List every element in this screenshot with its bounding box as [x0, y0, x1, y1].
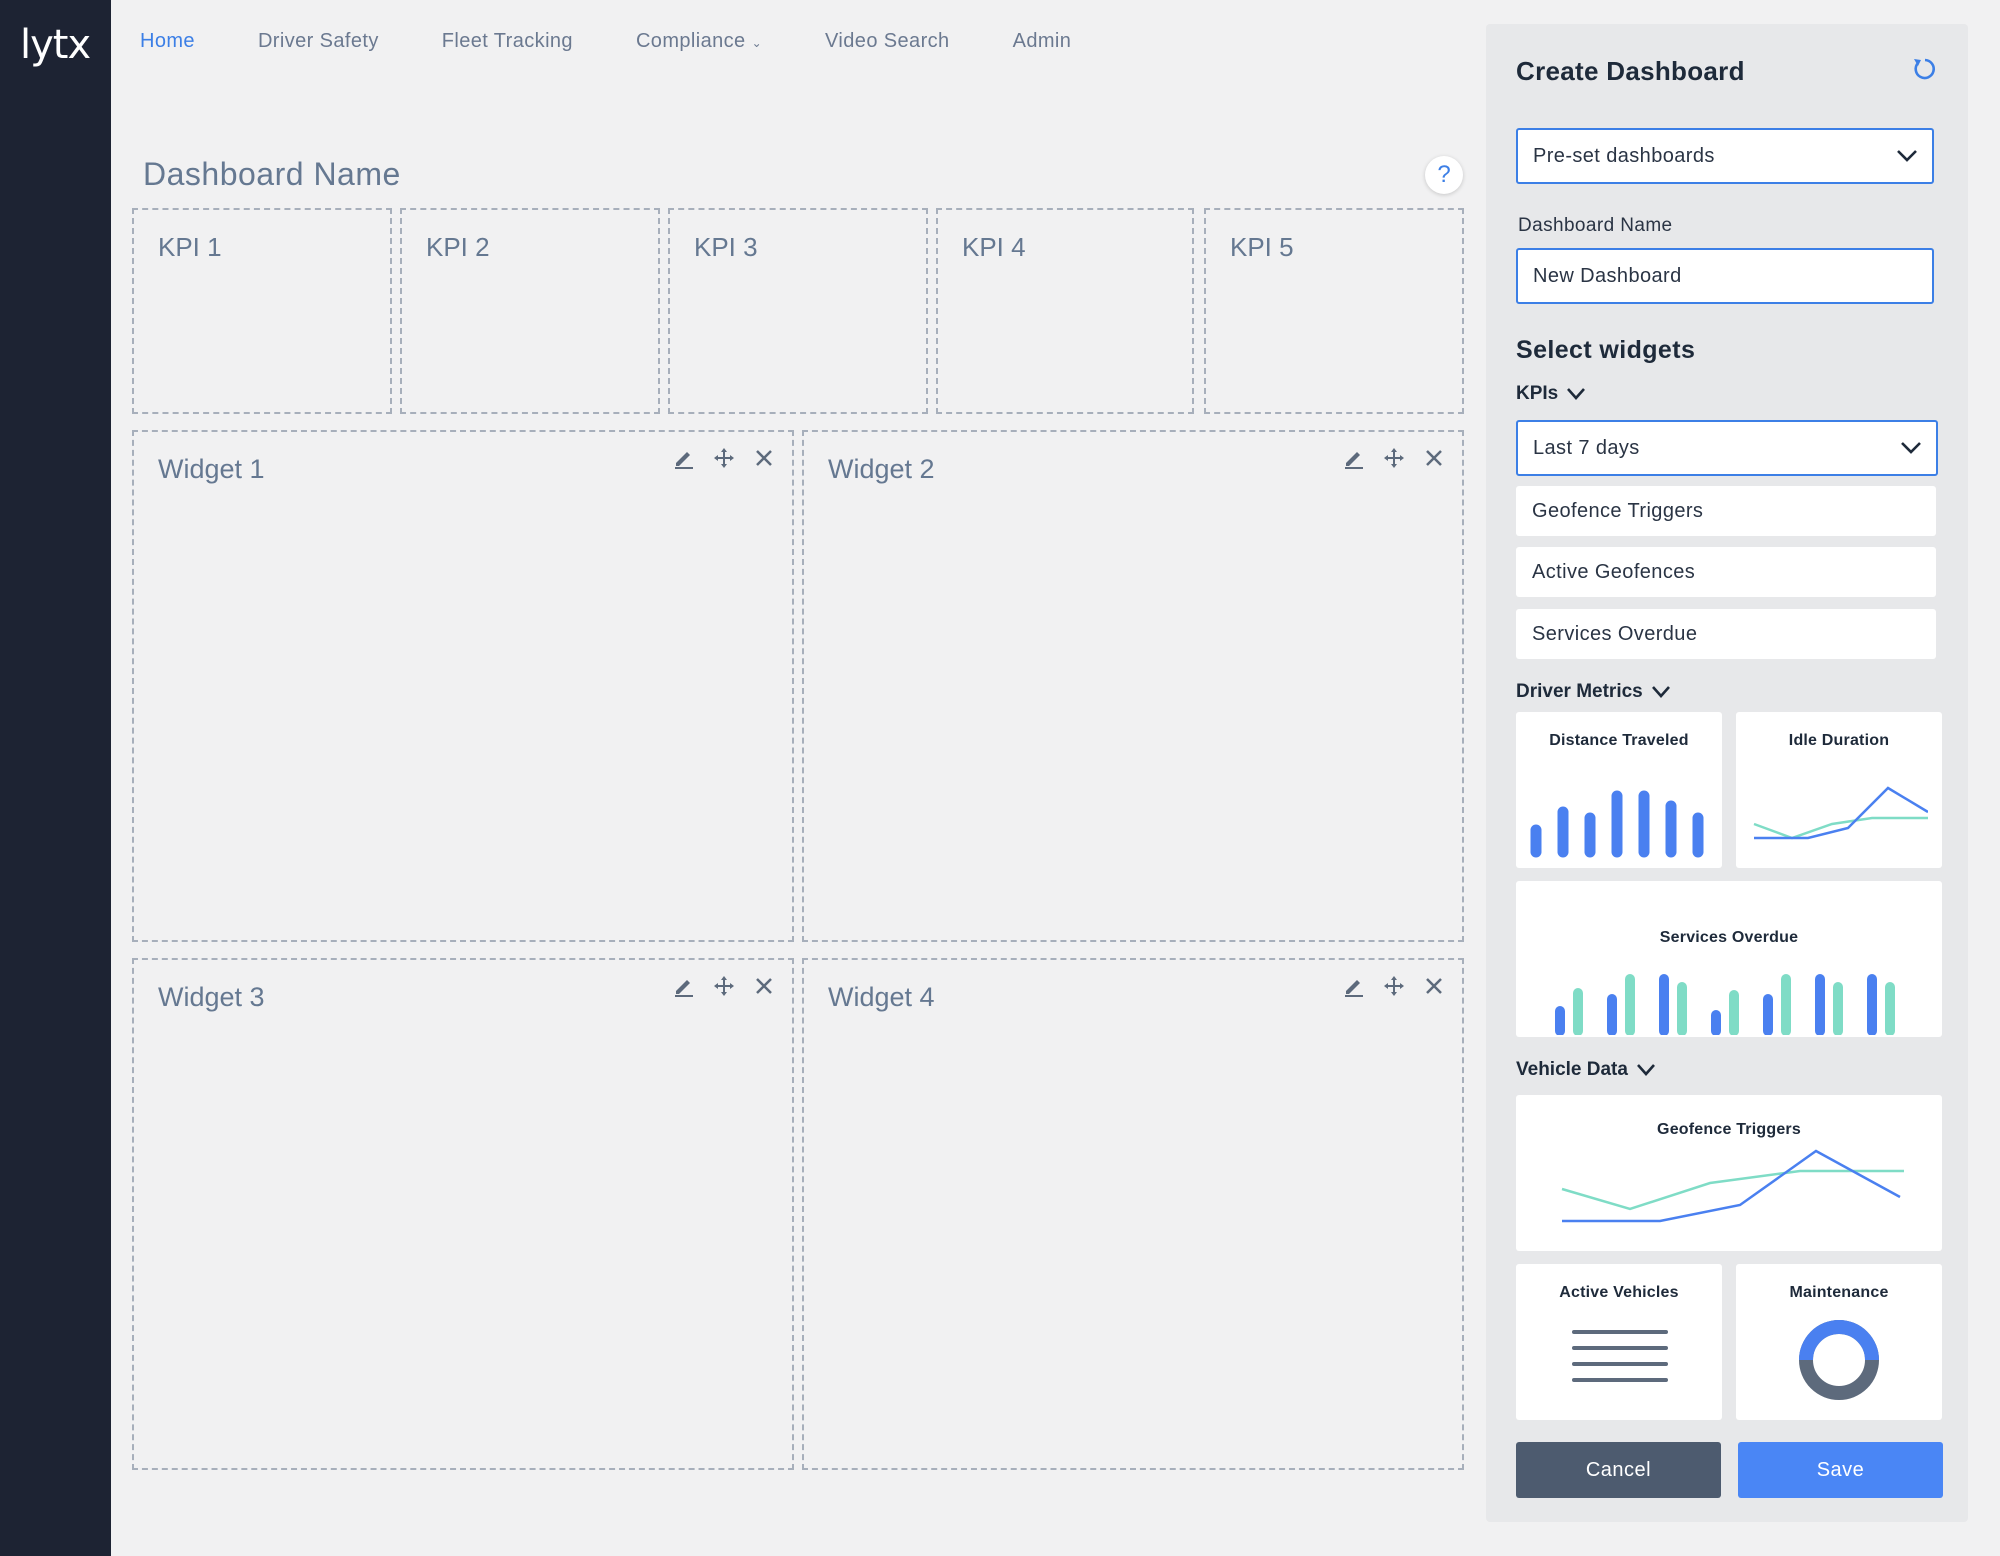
driver-metrics-heading: Driver Metrics — [1516, 681, 1643, 702]
widget-card-distance-traveled[interactable]: Distance Traveled — [1516, 712, 1722, 868]
preset-dashboards-select[interactable]: Pre-set dashboards — [1516, 128, 1934, 184]
widget-title: Widget 4 — [828, 982, 935, 1012]
move-icon[interactable] — [712, 446, 736, 470]
kpi-label: KPI 4 — [962, 232, 1026, 262]
nav-home[interactable]: Home — [140, 30, 195, 52]
chevron-down-icon — [1567, 388, 1586, 400]
top-nav: Home Driver Safety Fleet Tracking Compli… — [140, 30, 1134, 53]
create-dashboard-panel: Create Dashboard Pre-set dashboards Dash… — [1486, 24, 1968, 1522]
close-icon[interactable] — [1422, 974, 1446, 998]
kpis-toggle[interactable]: KPIs — [1516, 383, 1586, 405]
widget-title: Widget 3 — [158, 982, 265, 1012]
kpi-slot-1[interactable]: KPI 1 — [132, 208, 392, 414]
kpi-label: KPI 3 — [694, 232, 758, 262]
edit-icon[interactable] — [1342, 446, 1366, 470]
card-title: Idle Duration — [1788, 732, 1890, 749]
chevron-down-icon — [1636, 1064, 1655, 1076]
nav-driver-safety[interactable]: Driver Safety — [257, 30, 379, 52]
list-thumbnail — [1572, 1330, 1668, 1382]
edit-icon[interactable] — [672, 446, 696, 470]
line-chart-thumbnail — [1561, 1149, 1904, 1223]
lytx-logo[interactable]: lytx — [20, 22, 91, 68]
vehicle-data-heading: Vehicle Data — [1516, 1059, 1628, 1080]
edit-icon[interactable] — [1342, 974, 1366, 998]
close-icon[interactable] — [1422, 446, 1446, 470]
widget-slot-3[interactable]: Widget 3 — [132, 958, 794, 1470]
close-icon[interactable] — [752, 974, 776, 998]
date-range-value: Last 7 days — [1533, 437, 1640, 459]
chevron-down-icon — [1901, 442, 1921, 454]
kpi-label: KPI 1 — [158, 232, 222, 262]
dashboard-title: Dashboard Name — [143, 156, 401, 192]
donut-chart-thumbnail — [1799, 1320, 1879, 1400]
refresh-icon[interactable] — [1910, 54, 1940, 84]
widget-slot-1[interactable]: Widget 1 — [132, 430, 794, 942]
kpi-slot-4[interactable]: KPI 4 — [936, 208, 1194, 414]
widget-card-services-overdue[interactable]: Services Overdue — [1516, 881, 1942, 1037]
save-button[interactable]: Save — [1738, 1442, 1943, 1498]
driver-metrics-toggle[interactable]: Driver Metrics — [1516, 681, 1671, 703]
chevron-down-icon — [1651, 686, 1670, 698]
nav-fleet-tracking[interactable]: Fleet Tracking — [441, 30, 573, 52]
card-title: Maintenance — [1789, 1284, 1889, 1301]
chevron-down-icon: ⌄ — [751, 36, 763, 50]
nav-compliance-label: Compliance — [635, 30, 746, 52]
grouped-bar-chart-thumbnail — [1555, 974, 1895, 1035]
kpi-option-geofence-triggers[interactable]: Geofence Triggers — [1516, 486, 1936, 536]
chevron-down-icon — [1897, 150, 1917, 162]
cancel-button[interactable]: Cancel — [1516, 1442, 1721, 1498]
widget-slot-4[interactable]: Widget 4 — [802, 958, 1464, 1470]
sidebar: lytx — [0, 0, 111, 1556]
card-title: Services Overdue — [1659, 929, 1799, 946]
preset-select-value: Pre-set dashboards — [1533, 145, 1715, 167]
widget-card-geofence-triggers[interactable]: Geofence Triggers — [1516, 1095, 1942, 1251]
nav-compliance[interactable]: Compliance ⌄ — [636, 30, 762, 53]
edit-icon[interactable] — [672, 974, 696, 998]
card-title: Active Vehicles — [1559, 1284, 1679, 1301]
card-title: Geofence Triggers — [1657, 1121, 1801, 1138]
widget-card-active-vehicles[interactable]: Active Vehicles — [1516, 1264, 1722, 1420]
kpi-slot-5[interactable]: KPI 5 — [1204, 208, 1464, 414]
move-icon[interactable] — [1382, 974, 1406, 998]
kpi-label: KPI 5 — [1230, 232, 1294, 262]
nav-video-search[interactable]: Video Search — [825, 30, 950, 52]
widget-slot-2[interactable]: Widget 2 — [802, 430, 1464, 942]
close-icon[interactable] — [752, 446, 776, 470]
bar-chart-thumbnail — [1530, 790, 1704, 858]
kpi-option-active-geofences[interactable]: Active Geofences — [1516, 547, 1936, 597]
line-chart-thumbnail — [1753, 786, 1928, 840]
date-range-select[interactable]: Last 7 days — [1516, 420, 1938, 476]
nav-admin[interactable]: Admin — [1012, 30, 1072, 52]
dashboard-name-input[interactable]: New Dashboard — [1516, 248, 1934, 304]
kpi-slot-3[interactable]: KPI 3 — [668, 208, 928, 414]
select-widgets-heading: Select widgets — [1516, 336, 1696, 364]
kpi-slot-2[interactable]: KPI 2 — [400, 208, 660, 414]
widget-card-maintenance[interactable]: Maintenance — [1736, 1264, 1942, 1420]
help-icon[interactable]: ? — [1425, 156, 1463, 194]
kpi-option-services-overdue[interactable]: Services Overdue — [1516, 609, 1936, 659]
widget-title: Widget 1 — [158, 454, 265, 484]
move-icon[interactable] — [1382, 446, 1406, 470]
dashboard-name-label: Dashboard Name — [1518, 215, 1673, 236]
move-icon[interactable] — [712, 974, 736, 998]
widget-title: Widget 2 — [828, 454, 935, 484]
widget-card-idle-duration[interactable]: Idle Duration — [1736, 712, 1942, 868]
panel-title: Create Dashboard — [1516, 56, 1745, 86]
card-title: Distance Traveled — [1549, 732, 1689, 749]
kpis-heading: KPIs — [1516, 383, 1559, 404]
vehicle-data-toggle[interactable]: Vehicle Data — [1516, 1059, 1656, 1081]
kpi-label: KPI 2 — [426, 232, 490, 262]
